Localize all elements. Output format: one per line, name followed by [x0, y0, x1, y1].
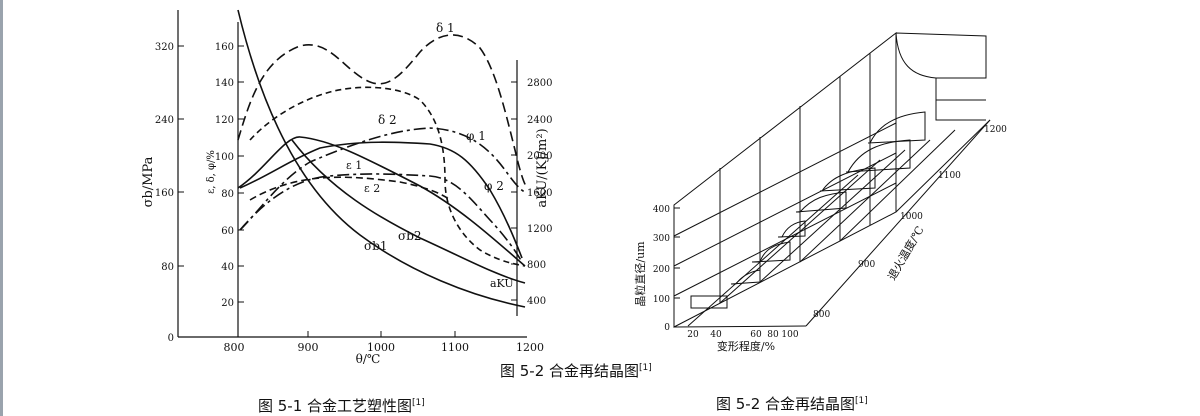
- deform-tick-20: 20: [687, 330, 699, 340]
- deform-tick-100: 100: [781, 330, 798, 340]
- caption-ref: [1]: [639, 363, 652, 373]
- sigma-tick-320: 320: [155, 42, 174, 53]
- strain-tick-20: 20: [221, 298, 234, 309]
- deform-tick-60: 60: [750, 330, 762, 340]
- figure-5-2-top-caption: 图 5-2 合金再结晶图[1]: [500, 360, 652, 381]
- figure-5-2: [673, 31, 991, 328]
- aku-tick-400: 400: [527, 296, 546, 307]
- annealing-temp-axis-label: 退火温度/℃: [884, 224, 926, 283]
- phi1-curve: [239, 141, 523, 259]
- eps1-curve: [239, 173, 523, 263]
- sigma-b2-label: σb2: [398, 229, 422, 243]
- diameter-tick-0: 0: [664, 323, 670, 333]
- deformation-axis-label: 变形程度/%: [717, 339, 775, 353]
- fig1-curves: [237, 9, 527, 308]
- theta-tick-1200: 1200: [516, 341, 544, 354]
- sigma-axis-label: σb/MPa: [141, 156, 156, 207]
- theta-tick-800: 800: [224, 341, 245, 354]
- sigma-tick-80: 80: [161, 262, 174, 273]
- strain-tick-60: 60: [221, 226, 234, 237]
- sigma-b1-label: σb1: [364, 239, 388, 253]
- sigma-tick-0: 0: [168, 333, 174, 344]
- eps2-curve: [249, 176, 451, 201]
- temp-tick-1100: 1100: [938, 171, 961, 181]
- aku-tick-800: 800: [527, 260, 546, 271]
- phi1-label: φ 1: [466, 129, 486, 143]
- fig1-axes: [177, 10, 527, 338]
- diameter-tick-200: 200: [653, 265, 670, 275]
- strain-tick-160: 160: [215, 42, 234, 53]
- theta-axis-label: θ/℃: [356, 352, 381, 366]
- aku-tick-1200: 1200: [527, 224, 552, 235]
- caption-text: 图 5-2 合金再结晶图: [716, 395, 856, 413]
- sigma-tick-160: 160: [155, 188, 174, 199]
- diameter-tick-100: 100: [653, 295, 670, 305]
- temp-tick-1200: 1200: [984, 125, 1007, 135]
- deform-tick-40: 40: [710, 330, 722, 340]
- delta1-curve: [237, 34, 527, 187]
- sigma-b2-curve: [291, 139, 526, 284]
- page-left-edge: [0, 0, 3, 416]
- aku-tick-2000: 2000: [527, 151, 552, 162]
- aku-tick-2800: 2800: [527, 78, 552, 89]
- temp-tick-900: 900: [858, 260, 875, 270]
- caption-ref: [1]: [855, 396, 868, 406]
- phi2-label: φ 2: [484, 179, 504, 193]
- aku-tick-2400: 2400: [527, 115, 552, 126]
- diameter-tick-400: 400: [653, 205, 670, 215]
- caption-text: 图 5-2 合金再结晶图: [500, 362, 640, 380]
- figure-5-1-caption: 图 5-1 合金工艺塑性图[1]: [258, 395, 425, 416]
- strain-tick-100: 100: [215, 152, 234, 163]
- sigma-tick-240: 240: [155, 115, 174, 126]
- eps2-label: ε 2: [364, 182, 380, 195]
- delta2-label: δ 2: [378, 113, 397, 127]
- temp-tick-1000: 1000: [900, 212, 923, 222]
- delta1-label: δ 1: [436, 21, 455, 35]
- eps1-label: ε 1: [346, 159, 362, 172]
- caption-text: 图 5-1 合金工艺塑性图: [258, 397, 413, 415]
- strain-tick-80: 80: [221, 189, 234, 200]
- grain-diameter-axis-label: 晶粒直径/um: [633, 241, 647, 307]
- phi2-curve: [239, 127, 527, 231]
- aku-label: aKU: [490, 277, 514, 290]
- aku-curve: [237, 136, 526, 267]
- aku-tick-1600: 1600: [527, 188, 552, 199]
- sigma-b1-curve: [237, 9, 526, 308]
- temp-tick-800: 800: [813, 310, 830, 320]
- aku-axis-label: aKU/(KJ/m²): [535, 128, 550, 207]
- theta-tick-900: 900: [298, 341, 319, 354]
- deform-tick-80: 80: [767, 330, 779, 340]
- strain-tick-40: 40: [221, 262, 234, 273]
- strain-axis-label: ε, δ, φ/%: [206, 150, 217, 194]
- caption-ref: [1]: [412, 398, 425, 408]
- diameter-tick-300: 300: [653, 234, 670, 244]
- strain-tick-140: 140: [215, 78, 234, 89]
- figure-5-2-caption: 图 5-2 合金再结晶图[1]: [716, 393, 868, 414]
- theta-tick-1100: 1100: [441, 341, 469, 354]
- strain-tick-120: 120: [215, 115, 234, 126]
- theta-tick-1000: 1000: [367, 341, 395, 354]
